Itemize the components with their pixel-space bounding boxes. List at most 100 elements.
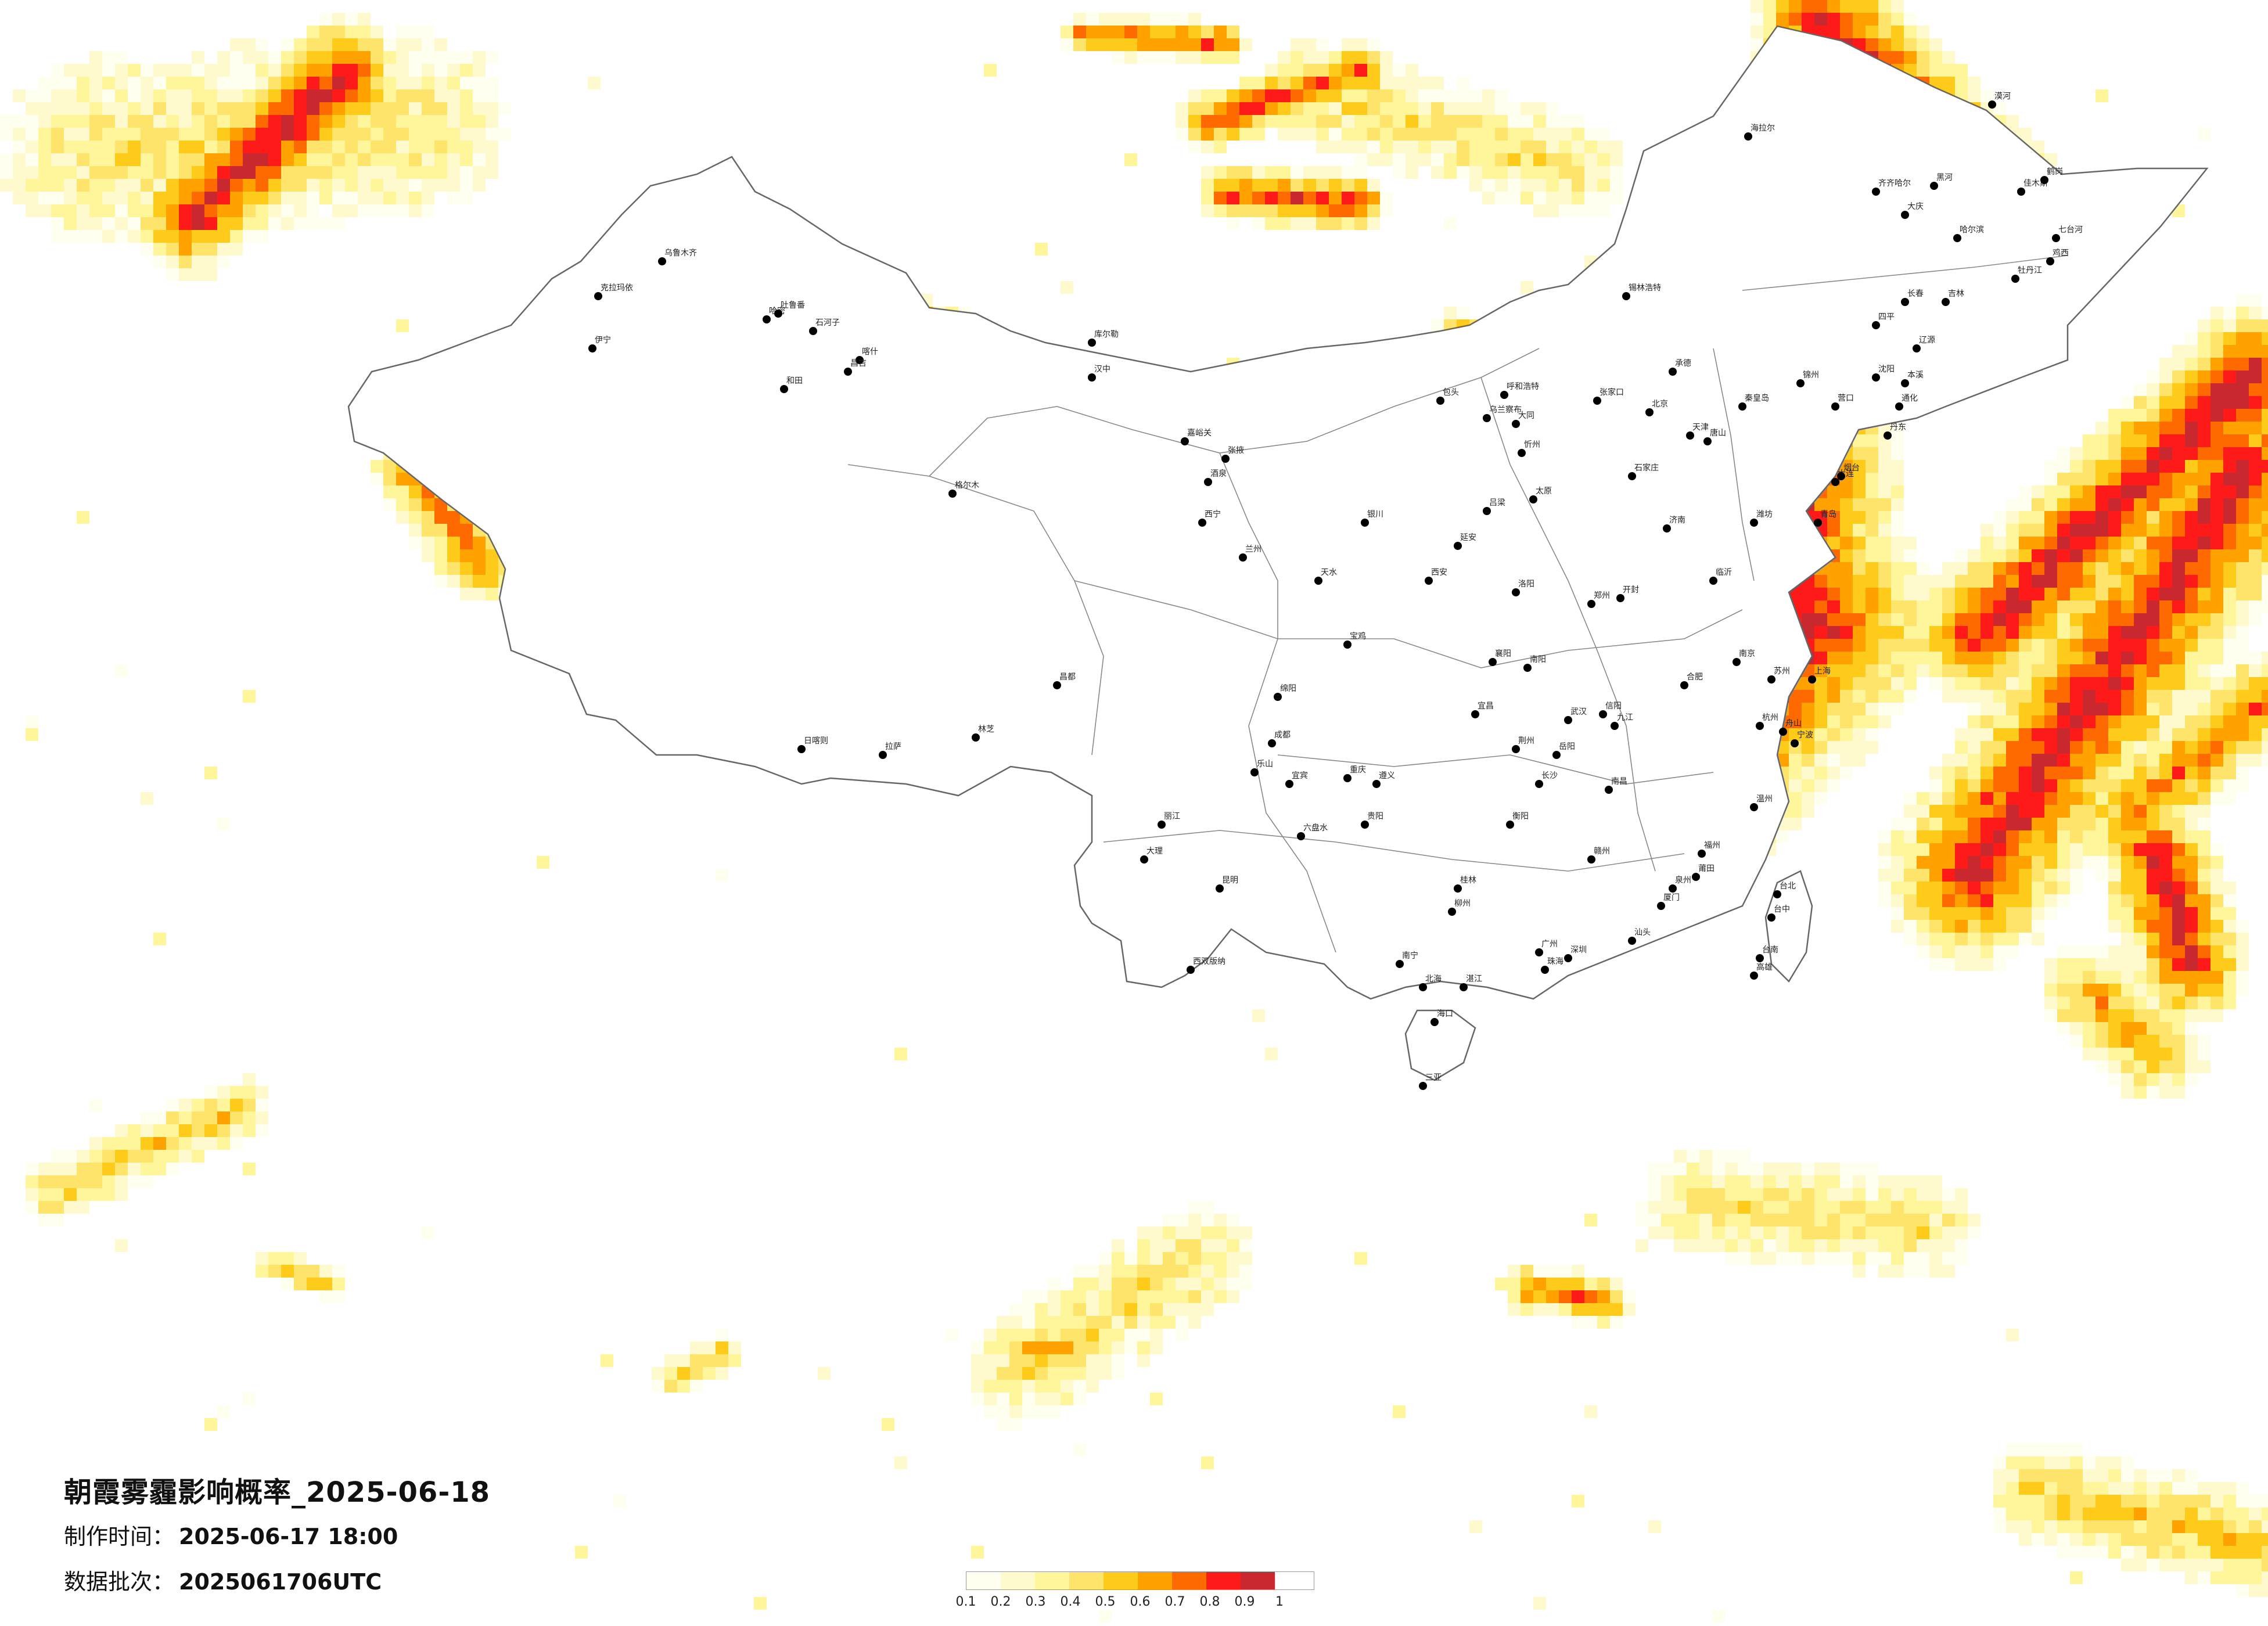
haze-cell [128,1175,141,1188]
haze-cell [2032,537,2044,549]
haze-cell [1929,1239,1942,1252]
haze-cell [1929,1201,1942,1214]
haze-cell [102,1150,115,1163]
haze-cell [115,115,128,128]
haze-cell [2096,1495,2108,1508]
haze-cell [1316,128,1329,141]
haze-cell [51,77,64,89]
haze-cell [2172,422,2185,434]
haze-cell [2147,626,2159,639]
haze-cell [2262,652,2268,664]
haze-cell [1201,204,1214,217]
haze-cell [447,77,460,89]
city: 舟山 [1779,719,1802,736]
haze-cell [1035,1354,1048,1367]
haze-cell [2198,971,2211,984]
haze-cell [1955,920,1968,933]
haze-cell [2159,754,2172,767]
haze-cell [1623,1303,1636,1316]
haze-cell [1878,613,1891,626]
haze-cell [64,64,77,77]
haze-cell [26,153,38,166]
haze-cell [115,192,128,204]
haze-cell [2198,383,2211,396]
haze-cell [2083,1495,2096,1508]
haze-cell [2185,1060,2198,1073]
haze-cell [2262,383,2268,396]
haze-cell [2134,396,2147,409]
haze-cell [1955,945,1968,958]
haze-cell [2262,473,2268,485]
haze-cell [1891,1239,1904,1252]
haze-cell [2070,447,2083,460]
haze-cell [2249,345,2262,358]
haze-cell [179,128,192,141]
haze-cell [1866,434,1878,447]
haze-cell [38,204,51,217]
city-label: 承德 [1675,359,1691,368]
haze-cell [243,77,256,89]
haze-cell [2249,319,2262,332]
haze-cell [1827,728,1840,741]
haze-cell [1559,1265,1572,1278]
haze-cell [2249,741,2262,754]
haze-cell [664,1367,677,1380]
haze-cell [2057,703,2070,715]
haze-cell [166,64,179,77]
haze-cell [1725,1226,1738,1239]
haze-cell [179,77,192,89]
haze-cell [2236,690,2249,703]
haze-cell [1904,1265,1917,1278]
haze-cell [1968,588,1981,600]
haze-cell [2185,933,2198,945]
haze-cell [1188,1214,1201,1226]
haze-cell [1840,652,1853,664]
haze-cell [319,102,332,115]
haze-cell [38,192,51,204]
haze-cell [882,1418,894,1431]
haze-cell [358,13,371,26]
haze-cell [230,89,243,102]
haze-cell [179,1150,192,1163]
haze-cell [2096,1546,2108,1559]
haze-cell [2185,767,2198,779]
haze-cell [1942,1188,1955,1201]
haze-cell [89,115,102,128]
city-label: 北京 [1652,400,1668,409]
haze-cell [2134,754,2147,767]
haze-cell [1814,767,1827,779]
haze-cell [2108,920,2121,933]
haze-cell [396,319,409,332]
haze-cell [2159,460,2172,473]
haze-cell [1572,153,1584,166]
haze-cell [1112,51,1124,64]
haze-cell [1917,792,1929,805]
haze-cell [1303,102,1316,115]
haze-cell [358,77,371,89]
haze-cell [1942,818,1955,830]
haze-cell [2211,1482,2223,1495]
haze-cell [256,179,268,192]
haze-cell [2236,447,2249,460]
haze-cell [997,1380,1009,1393]
haze-cell [1968,613,1981,626]
haze-cell [51,1201,64,1214]
haze-cell [460,51,473,64]
haze-cell [984,1405,997,1418]
haze-cell [2096,613,2108,626]
haze-cell [383,460,396,473]
haze-cell [2198,1508,2211,1520]
haze-cell [38,115,51,128]
haze-cell [1073,1278,1086,1290]
haze-cell [2159,1533,2172,1546]
haze-cell [2019,754,2032,767]
haze-cell [77,1163,89,1175]
haze-cell [294,89,307,102]
haze-cell [2044,779,2057,792]
haze-cell [486,141,498,153]
haze-cell [1827,767,1840,779]
haze-cell [2083,1048,2096,1060]
haze-cell [1968,690,1981,703]
haze-cell [294,1265,307,1278]
haze-cell [1291,179,1303,192]
